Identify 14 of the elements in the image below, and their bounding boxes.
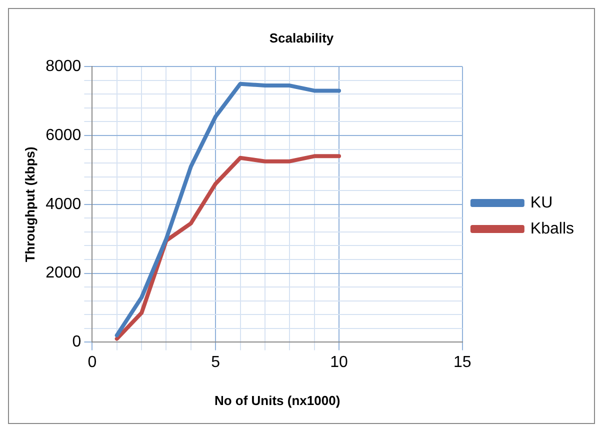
y-tick-label: 6000 — [46, 126, 82, 144]
y-tick-label: 0 — [72, 334, 82, 351]
x-tick-label: 0 — [88, 354, 97, 372]
chart-title: Scalability — [269, 30, 334, 46]
x-tick-label: 15 — [454, 354, 472, 372]
legend-label: Kballs — [530, 220, 574, 238]
y-tick-label: 4000 — [46, 196, 82, 213]
x-tick-label: 5 — [211, 354, 220, 372]
x-axis-title: No of Units (nx1000) — [214, 392, 340, 408]
x-tick-label: 10 — [330, 354, 348, 372]
y-tick-label: 8000 — [46, 58, 82, 76]
legend-label: KU — [530, 194, 553, 212]
y-axis-title: Throughput (kbps) — [22, 146, 38, 262]
y-tick-label: 2000 — [46, 264, 82, 282]
